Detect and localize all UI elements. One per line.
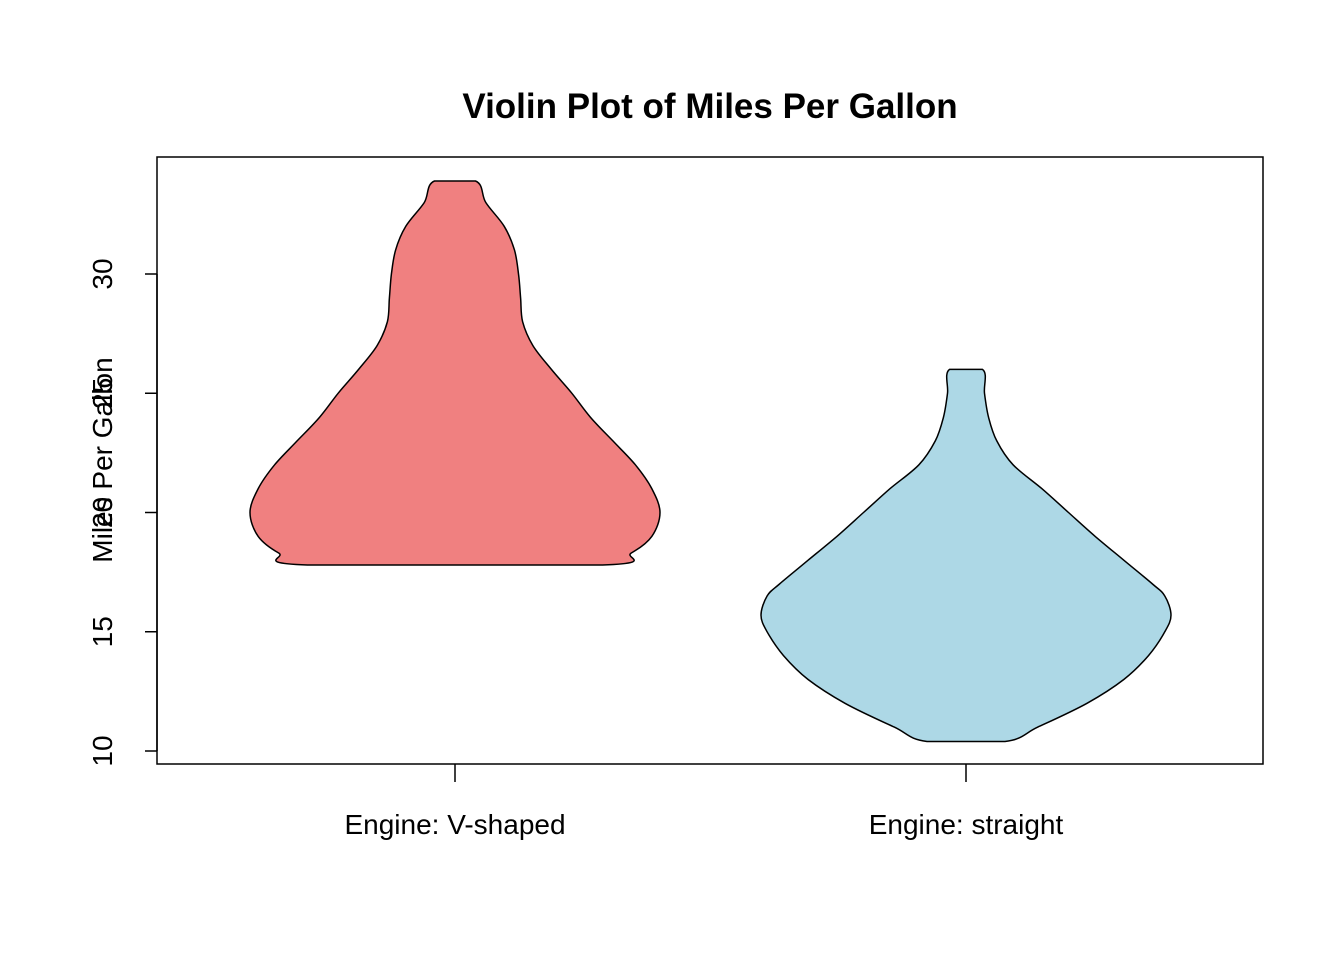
y-tick-label: 20 (87, 497, 118, 528)
y-tick-label: 15 (87, 616, 118, 647)
x-category-label: Engine: V-shaped (344, 809, 565, 840)
x-axis: Engine: V-shaped Engine: straight (344, 764, 1063, 840)
y-axis: 10 15 20 25 30 (87, 258, 158, 767)
y-axis-label: Miles Per Gallon (87, 357, 118, 562)
violin-straight (760, 368, 1172, 743)
violins-layer (249, 180, 1172, 743)
chart-title: Violin Plot of Miles Per Gallon (462, 87, 957, 126)
x-category-label: Engine: straight (869, 809, 1064, 840)
violin-v-shaped (249, 180, 661, 566)
y-tick-label: 10 (87, 735, 118, 766)
y-tick-label: 30 (87, 258, 118, 289)
y-tick-label: 25 (87, 378, 118, 409)
